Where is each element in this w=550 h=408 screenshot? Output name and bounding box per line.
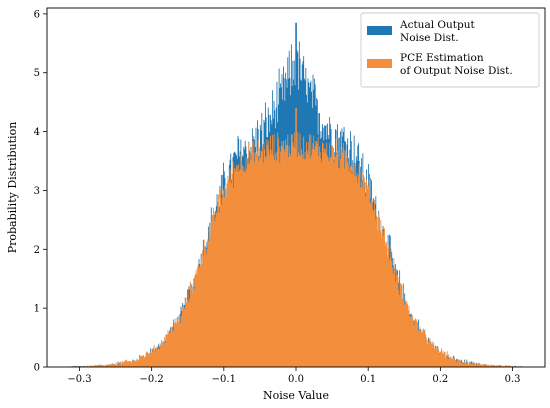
x-tick-label: 0.2 [432,374,448,385]
x-tick-label: −0.3 [67,374,91,385]
y-tick-label: 4 [34,127,40,138]
legend-label-pce-line1: PCE Estimation [400,52,484,64]
x-tick-label: 0.3 [505,374,521,385]
x-tick-label: 0.0 [288,374,304,385]
legend-label-pce-line2: of Output Noise Dist. [400,65,513,77]
y-tick-label: 6 [34,9,40,20]
y-axis-ticks: 0 1 2 3 4 5 6 [34,9,47,374]
legend-label-actual-line2: Noise Dist. [400,32,459,44]
y-axis-label: Probability Distribution [6,122,19,254]
y-tick-label: 1 [34,304,40,315]
x-tick-label: 0.1 [360,374,376,385]
histogram-bars-pce [65,108,528,367]
series-pce-estimation [65,108,528,367]
legend: Actual Output Noise Dist. PCE Estimation… [360,12,540,88]
y-tick-label: 3 [34,186,40,197]
y-tick-label: 0 [34,363,40,374]
x-tick-label: −0.2 [140,374,164,385]
legend-label-actual-line1: Actual Output [399,19,475,31]
y-tick-label: 5 [34,68,40,79]
x-axis-ticks: −0.3 −0.2 −0.1 0.0 0.1 0.2 0.3 [67,367,520,385]
legend-swatch-actual [367,26,392,35]
x-axis-label: Noise Value [263,389,329,402]
plot-area [65,22,528,367]
y-tick-label: 2 [34,245,40,256]
legend-swatch-pce [367,59,392,68]
legend-box [360,12,540,88]
x-tick-label: −0.1 [212,374,236,385]
